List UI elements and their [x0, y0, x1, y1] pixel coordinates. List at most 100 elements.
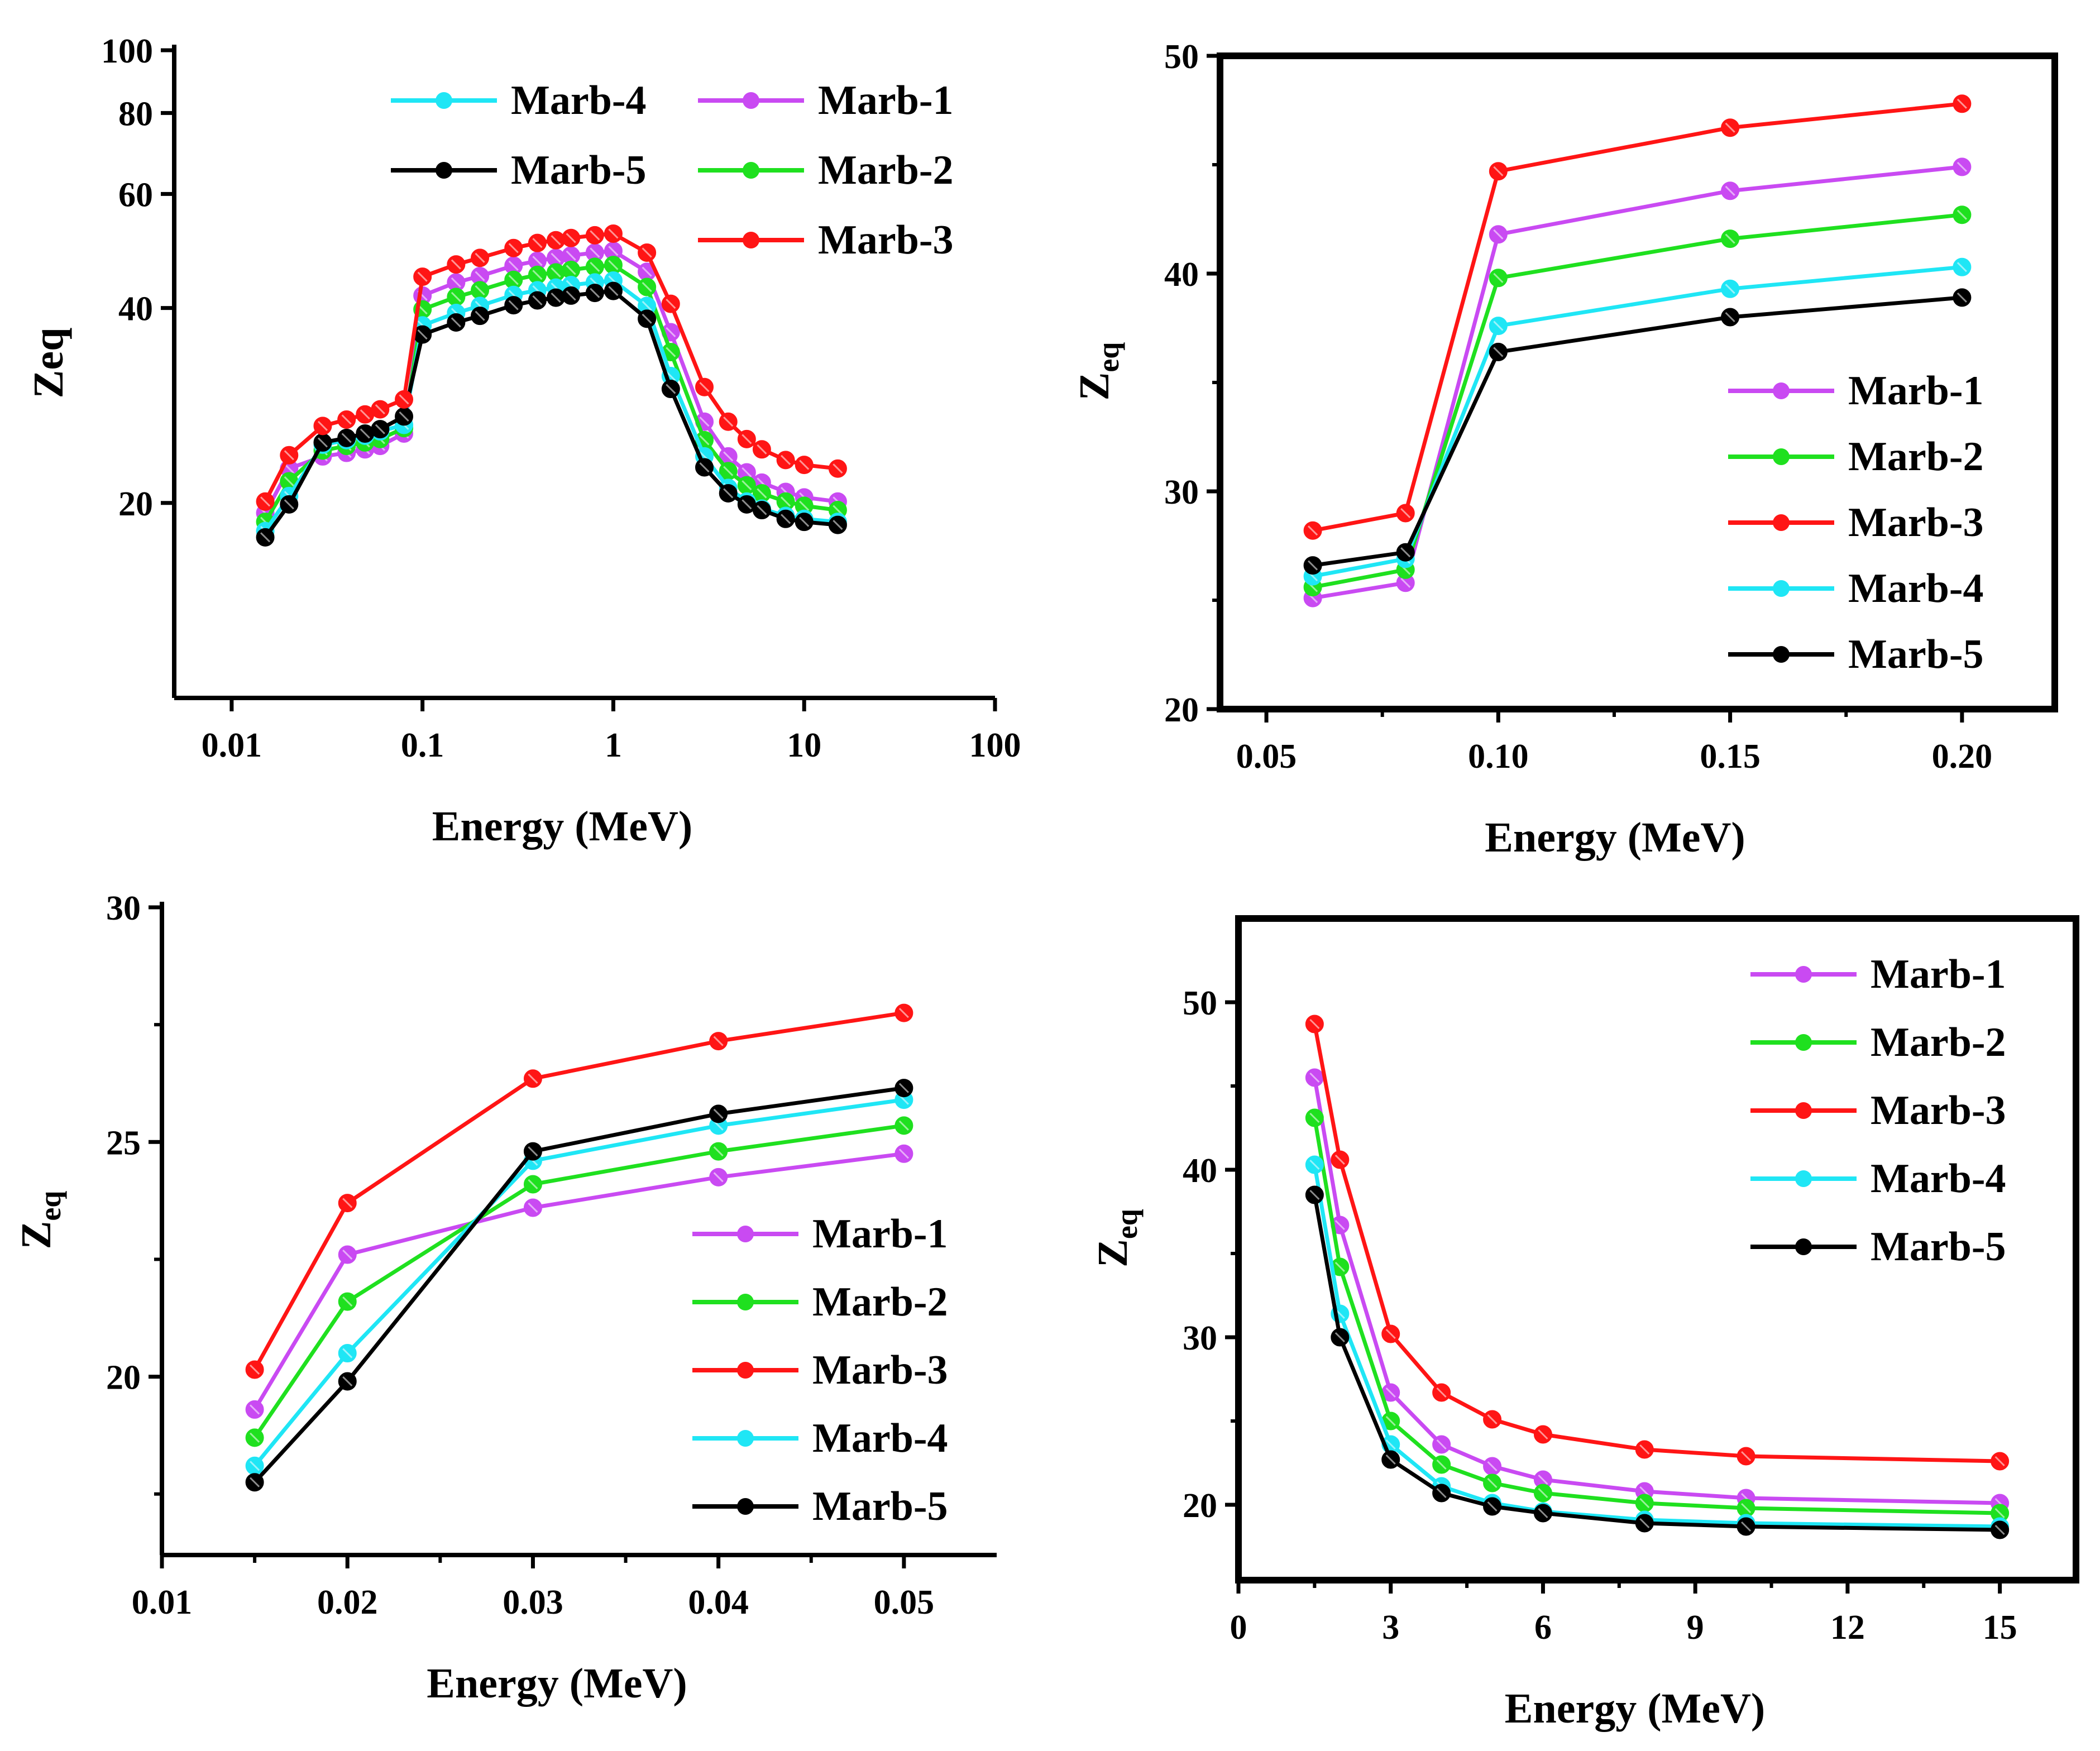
data-point-glint	[699, 382, 710, 393]
data-point-glint	[1334, 1154, 1345, 1165]
y-tick-label: 50	[1183, 984, 1217, 1022]
data-point-glint	[1400, 547, 1411, 558]
data-point-glint	[342, 1198, 353, 1208]
data-point-glint	[1639, 1486, 1650, 1497]
data-point-glint	[608, 260, 619, 270]
data-point-glint	[1334, 1261, 1345, 1272]
data-point-glint	[375, 404, 385, 415]
legend-label-marb-5: Marb-5	[1871, 1224, 2006, 1270]
legend-label-marb-4: Marb-4	[1871, 1156, 2006, 1202]
legend-label-marb-5: Marb-5	[511, 147, 647, 193]
data-point-glint	[1436, 1459, 1447, 1470]
data-point-glint	[250, 1364, 260, 1375]
data-point-glint	[642, 247, 652, 258]
y-axis-label-subscript: eq	[1110, 1209, 1144, 1239]
data-point-glint	[666, 371, 676, 381]
x-tick-label: 15	[1983, 1609, 2017, 1647]
data-point-glint	[742, 467, 752, 478]
x-axis-label: Energy (MeV)	[432, 803, 692, 850]
data-point-glint	[1400, 577, 1411, 588]
data-point-glint	[742, 499, 752, 510]
data-point-glint	[551, 267, 561, 278]
data-point-glint	[666, 384, 676, 394]
data-point-glint	[1487, 1477, 1498, 1489]
legend-label-marb-2: Marb-2	[818, 147, 954, 193]
data-point-glint	[1385, 1387, 1396, 1398]
series-line-marb-4	[1312, 1164, 2000, 1529]
data-point-glint	[250, 1432, 260, 1443]
legend-label-marb-4: Marb-4	[812, 1415, 948, 1461]
data-point-glint	[508, 260, 519, 271]
data-point-glint	[1436, 1439, 1447, 1450]
data-point-glint	[451, 317, 461, 328]
x-tick-label: 0.03	[503, 1583, 563, 1621]
data-point-glint	[781, 496, 791, 507]
data-point-glint	[608, 286, 619, 296]
data-point-glint	[1741, 1521, 1752, 1532]
data-point-glint	[713, 1172, 724, 1183]
data-point-glint	[375, 424, 385, 434]
data-point-glint	[1400, 508, 1411, 519]
data-point-glint	[1487, 1461, 1498, 1472]
data-point-glint	[1957, 262, 1967, 272]
data-point-glint	[590, 247, 600, 258]
data-point-glint	[898, 1083, 909, 1093]
series-line-marb-3	[253, 1011, 905, 1371]
data-point-glint	[1538, 1508, 1548, 1519]
series-line-marb-5	[253, 1086, 905, 1484]
data-point-glint	[1309, 1018, 1320, 1030]
series-line-marb-1	[1312, 1077, 2000, 1505]
data-point-glint	[642, 281, 652, 293]
data-point-glint	[451, 291, 461, 302]
data-point-glint	[742, 434, 752, 444]
data-point-glint	[699, 435, 710, 446]
data-point-glint	[1957, 98, 1967, 109]
x-tick-label: 0.01	[202, 726, 262, 764]
legend-label-marb-2: Marb-2	[1848, 434, 1984, 480]
data-point-glint	[799, 460, 810, 470]
data-point-glint	[342, 1296, 353, 1307]
x-tick-label: 0.1	[401, 726, 444, 764]
data-point-glint	[1487, 1501, 1498, 1512]
data-point-glint	[532, 270, 543, 280]
data-point-glint	[528, 1146, 538, 1157]
x-tick-label: 0.20	[1932, 738, 1993, 776]
legend-label-marb-4: Marb-4	[1848, 566, 1984, 611]
data-point-glint	[475, 310, 485, 321]
chart-panel-top-left: 0.01 0.1 1 10 100 20 40 60 80 100 Energy (MeV) Zeq M…	[25, 32, 1021, 850]
data-point-glint	[342, 1249, 353, 1260]
data-point-glint	[451, 277, 461, 288]
data-point-glint	[1436, 1387, 1447, 1398]
data-point-glint	[508, 300, 519, 310]
y-axis-label-main: Z	[13, 1221, 60, 1250]
data-point-glint	[666, 299, 676, 309]
data-point-glint	[342, 1348, 353, 1358]
y-tick-label: 30	[1183, 1319, 1217, 1357]
data-point-glint	[1725, 312, 1735, 323]
data-point-glint	[342, 1376, 353, 1387]
y-axis-label: Zeq	[25, 328, 72, 399]
x-tick-label: 0.01	[132, 1583, 193, 1621]
data-point-glint	[1309, 1112, 1320, 1123]
data-point-glint	[666, 327, 676, 338]
y-axis-label: Zeq	[1089, 1209, 1144, 1267]
data-point-glint	[833, 463, 843, 474]
x-tick-label: 12	[1830, 1609, 1865, 1647]
y-axis-label-subscript: eq	[34, 1191, 67, 1221]
y-tick-label: 20	[106, 1359, 141, 1397]
data-point-glint	[898, 1120, 909, 1131]
data-point-glint	[360, 409, 370, 420]
data-point-glint	[1957, 292, 1967, 303]
y-tick-label: 50	[1164, 38, 1199, 76]
data-point-glint	[757, 488, 767, 499]
legend-swatch-marker	[1795, 966, 1812, 983]
data-point-glint	[260, 496, 271, 507]
x-tick-label: 100	[969, 726, 1021, 764]
data-point-glint	[1994, 1524, 2005, 1535]
data-point-glint	[1957, 161, 1967, 172]
y-tick-label: 40	[118, 290, 153, 328]
data-point-glint	[781, 455, 791, 465]
data-point-glint	[742, 480, 752, 491]
